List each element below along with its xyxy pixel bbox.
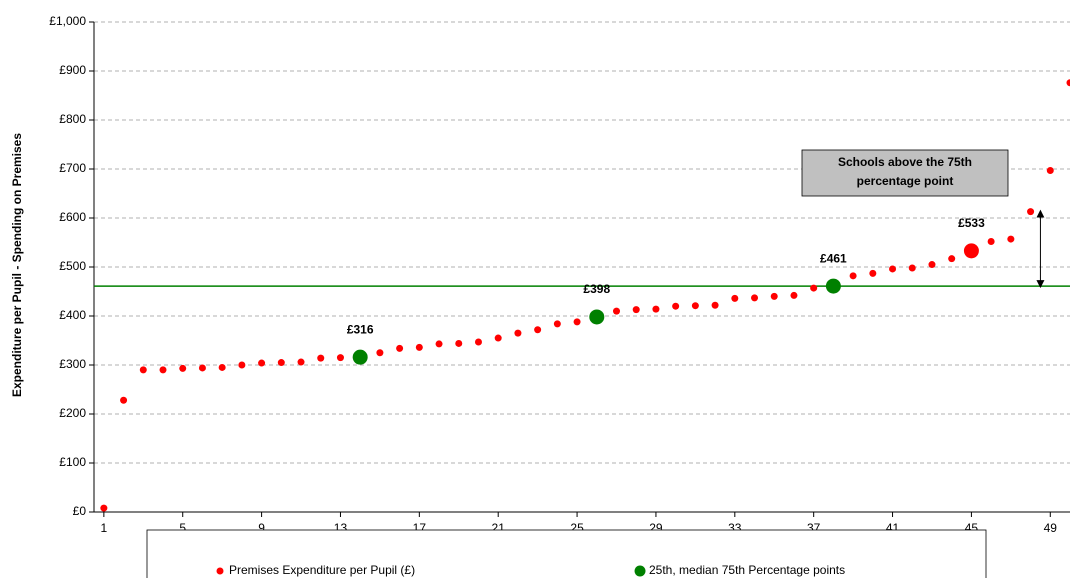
annotation-box [801, 149, 1009, 197]
point [751, 294, 759, 302]
y-axis-label: Expenditure per Pupil - Spending on Prem… [10, 133, 24, 397]
point [948, 255, 956, 263]
x-tick-label: 49 [1044, 521, 1058, 535]
point [514, 329, 522, 337]
point [553, 320, 561, 328]
x-tick-label: 9 [258, 521, 265, 535]
point [376, 349, 384, 357]
point [494, 334, 502, 342]
point [1007, 235, 1015, 243]
data-label: £316 [347, 322, 374, 336]
y-tick-label: £600 [59, 210, 86, 224]
legend-label: Premises Expenditure per Pupil (£) [229, 563, 415, 577]
point [731, 294, 739, 302]
legend-marker [216, 567, 224, 575]
point [100, 504, 108, 512]
point [455, 339, 463, 347]
point [218, 363, 226, 371]
point [908, 264, 916, 272]
point [987, 238, 995, 246]
point [711, 301, 719, 309]
point [1046, 166, 1054, 174]
legend-label: 25th, median 75th Percentage points [649, 563, 845, 577]
point [691, 302, 699, 310]
point [415, 343, 423, 351]
point [869, 269, 877, 277]
y-tick-label: £1,000 [49, 14, 86, 28]
y-tick-label: £700 [59, 161, 86, 175]
point [317, 354, 325, 362]
point [258, 359, 266, 367]
legend [146, 529, 987, 578]
point [139, 366, 147, 374]
point [120, 396, 128, 404]
point [179, 364, 187, 372]
point [352, 349, 368, 365]
point [435, 340, 443, 348]
point [336, 354, 344, 362]
point [613, 307, 621, 315]
x-tick-label: 5 [179, 521, 186, 535]
point [573, 318, 581, 326]
y-tick-label: £500 [59, 259, 86, 273]
data-label: £398 [583, 282, 610, 296]
point [928, 261, 936, 269]
point [825, 278, 841, 294]
y-tick-label: £0 [73, 504, 87, 518]
point [1027, 208, 1035, 216]
annotation-text: Schools above the 75th percentage point [838, 155, 972, 188]
point [534, 326, 542, 334]
point [889, 265, 897, 273]
point [770, 292, 778, 300]
point [159, 366, 167, 374]
y-tick-label: £200 [59, 406, 86, 420]
point [297, 358, 305, 366]
highlight-point [963, 243, 979, 259]
point [474, 338, 482, 346]
point [277, 359, 285, 367]
point [198, 364, 206, 372]
y-tick-label: £900 [59, 63, 86, 77]
point [238, 361, 246, 369]
point [632, 306, 640, 314]
legend-marker [634, 565, 646, 577]
data-label: £461 [820, 251, 847, 265]
point [1066, 79, 1070, 87]
point [396, 344, 404, 352]
y-tick-label: £300 [59, 357, 86, 371]
point [672, 302, 680, 310]
y-tick-label: £800 [59, 112, 86, 126]
point [589, 309, 605, 325]
y-tick-label: £400 [59, 308, 86, 322]
point [810, 284, 818, 292]
point [849, 272, 857, 280]
point [652, 305, 660, 313]
y-tick-label: £100 [59, 455, 86, 469]
x-tick-label: 1 [101, 521, 108, 535]
point [790, 291, 798, 299]
data-label: £533 [958, 216, 985, 230]
